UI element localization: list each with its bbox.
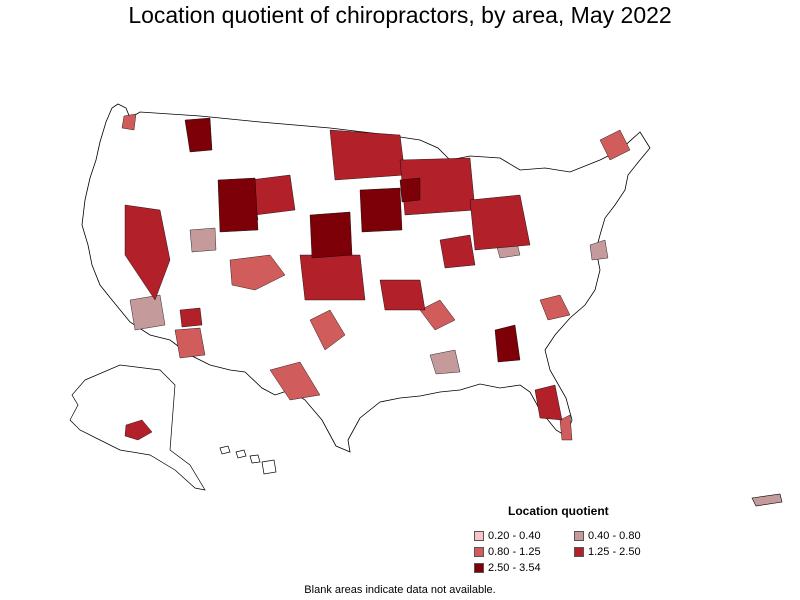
regions-lq-1-25-2-50: [124, 129, 563, 443]
legend-swatch: [574, 531, 584, 541]
legend-swatch: [574, 547, 584, 557]
legend-item-0-40-0-80: 0.40 - 0.80: [574, 530, 641, 542]
regions-lq-2-50-3-54: [184, 117, 521, 363]
alaska-region: [124, 419, 153, 441]
legend-item-0-80-1-25: 0.80 - 1.25: [474, 546, 541, 558]
blank-areas-note: Blank areas indicate data not available.: [304, 584, 496, 596]
hawaii-islands: [219, 445, 277, 475]
legend-label: 2.50 - 3.54: [488, 562, 541, 574]
legend-title: Location quotient: [508, 504, 609, 518]
legend-label: 0.40 - 0.80: [588, 530, 641, 542]
legend-label: 0.80 - 1.25: [488, 546, 541, 558]
legend-item-0-20-0-40: 0.20 - 0.40: [474, 530, 541, 542]
map-title: Location quotient of chiropractors, by a…: [128, 2, 672, 28]
legend-swatch: [474, 547, 484, 557]
puerto-rico: [751, 493, 783, 507]
legend-label: 1.25 - 2.50: [588, 546, 641, 558]
legend-swatch: [474, 563, 484, 573]
legend-item-1-25-2-50: 1.25 - 2.50: [574, 546, 641, 558]
legend-swatch: [474, 531, 484, 541]
legend-label: 0.20 - 0.40: [488, 530, 541, 542]
legend-item-2-50-3-54: 2.50 - 3.54: [474, 562, 541, 574]
legend: Location quotient 0.20 - 0.40 0.40 - 0.8…: [468, 504, 668, 574]
